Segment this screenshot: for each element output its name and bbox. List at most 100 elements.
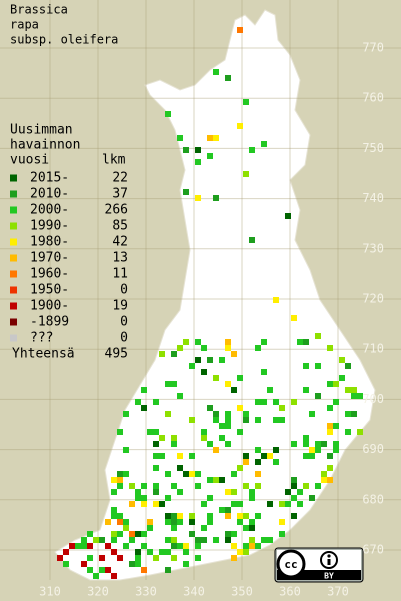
legend-count: 0 (120, 315, 128, 330)
observation-cell (291, 513, 297, 519)
observation-cell (255, 447, 261, 453)
observation-cell (135, 531, 141, 537)
observation-cell (165, 537, 171, 543)
observation-cell (141, 567, 147, 573)
observation-cell (213, 417, 219, 423)
observation-cell (351, 411, 357, 417)
observation-cell (243, 453, 249, 459)
observation-cell (159, 351, 165, 357)
observation-cell (165, 495, 171, 501)
observation-cell (123, 411, 129, 417)
observation-cell (183, 147, 189, 153)
observation-cell (225, 507, 231, 513)
y-tick-label: 730 (362, 241, 384, 255)
observation-cell (333, 441, 339, 447)
legend-count: 42 (112, 235, 128, 250)
legend-swatch (10, 206, 17, 214)
observation-cell (183, 561, 189, 567)
y-tick-label: 770 (362, 41, 384, 55)
observation-cell (171, 543, 177, 549)
observation-cell (63, 561, 69, 567)
legend-header: havainnon (10, 138, 80, 153)
observation-cell (327, 477, 333, 483)
legend-count: 85 (112, 219, 128, 234)
observation-cell (267, 501, 273, 507)
x-tick-label: 320 (87, 585, 109, 599)
legend-swatch (10, 334, 17, 342)
observation-cell (69, 543, 75, 549)
observation-cell (117, 513, 123, 519)
title-line: subsp. oleifera (10, 33, 118, 47)
observation-cell (219, 423, 225, 429)
observation-cell (189, 531, 195, 537)
observation-cell (237, 519, 243, 525)
observation-cell (171, 435, 177, 441)
observation-cell (141, 531, 147, 537)
observation-cell (237, 549, 243, 555)
x-tick-label: 340 (183, 585, 205, 599)
observation-cell (87, 555, 93, 561)
observation-cell (213, 375, 219, 381)
observation-cell (273, 399, 279, 405)
observation-cell (309, 411, 315, 417)
observation-cell (291, 483, 297, 489)
observation-cell (309, 447, 315, 453)
observation-cell (165, 111, 171, 117)
observation-cell (177, 345, 183, 351)
observation-cell (279, 519, 285, 525)
observation-cell (135, 399, 141, 405)
observation-cell (261, 339, 267, 345)
observation-cell (159, 435, 165, 441)
observation-cell (267, 453, 273, 459)
observation-cell (255, 471, 261, 477)
observation-cell (81, 537, 87, 543)
observation-cell (195, 483, 201, 489)
observation-cell (165, 567, 171, 573)
observation-cell (93, 573, 99, 579)
observation-cell (267, 537, 273, 543)
observation-cell (195, 159, 201, 165)
observation-cell (225, 489, 231, 495)
observation-cell (243, 513, 249, 519)
observation-cell (123, 447, 129, 453)
observation-cell (153, 483, 159, 489)
observation-cell (111, 531, 117, 537)
badge-bottom (277, 570, 361, 580)
legend-swatch (10, 318, 17, 326)
observation-cell (93, 537, 99, 543)
observation-cell (219, 507, 225, 513)
observation-cell (171, 525, 177, 531)
observation-cell (201, 429, 207, 435)
observation-cell (195, 339, 201, 345)
legend-swatch (10, 222, 17, 230)
observation-cell (81, 561, 87, 567)
legend-count: 0 (120, 331, 128, 346)
observation-cell (81, 543, 87, 549)
observation-cell (297, 501, 303, 507)
legend-count-header: lkm (102, 153, 126, 168)
observation-cell (153, 429, 159, 435)
legend-swatch (10, 174, 17, 182)
observation-cell (315, 441, 321, 447)
observation-cell (141, 387, 147, 393)
observation-cell (111, 477, 117, 483)
observation-cell (333, 399, 339, 405)
observation-cell (177, 393, 183, 399)
observation-cell (141, 483, 147, 489)
observation-cell (195, 555, 201, 561)
observation-cell (87, 531, 93, 537)
observation-cell (243, 525, 249, 531)
observation-cell (315, 483, 321, 489)
observation-cell (243, 417, 249, 423)
observation-cell (225, 531, 231, 537)
observation-cell (357, 393, 363, 399)
observation-cell (279, 417, 285, 423)
observation-cell (339, 375, 345, 381)
observation-cell (267, 387, 273, 393)
legend-swatch (10, 302, 17, 310)
y-tick-label: 710 (362, 342, 384, 356)
observation-cell (285, 213, 291, 219)
legend-count: 19 (112, 299, 128, 314)
x-tick-label: 350 (231, 585, 253, 599)
observation-cell (207, 405, 213, 411)
